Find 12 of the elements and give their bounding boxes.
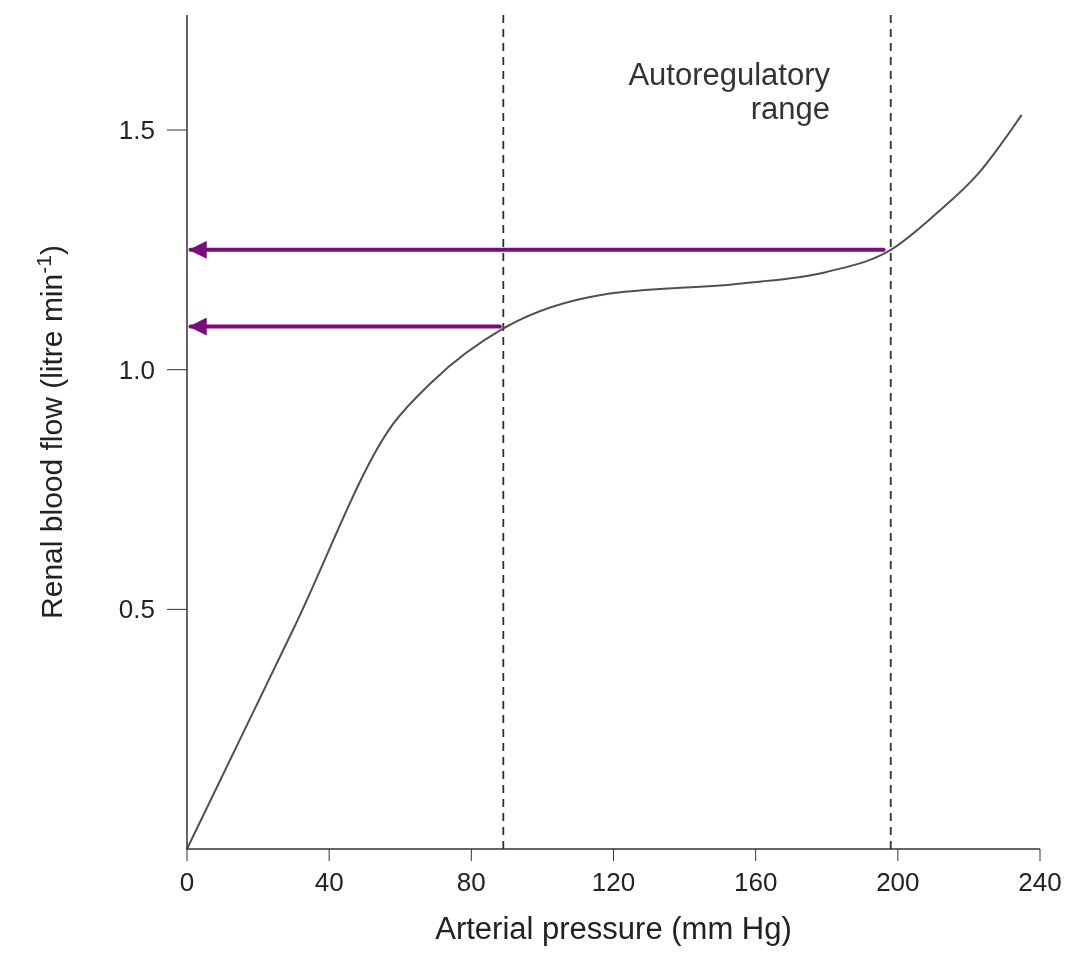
x-tick-label: 120 (591, 867, 636, 897)
x-tick-label: 240 (1018, 867, 1062, 897)
annotation: Autoregulatory range (628, 57, 831, 126)
x-tick-label: 160 (733, 867, 778, 897)
x-tick-label: 200 (876, 867, 920, 897)
x-axis-title: Arterial pressure (mm Hg) (435, 911, 792, 946)
x-tick-label: 40 (314, 867, 344, 897)
x-tick-label: 80 (456, 867, 486, 897)
y-tick-label: 1.0 (118, 354, 155, 385)
y-tick-label: 0.5 (118, 594, 155, 625)
x-tick-label: 0 (179, 867, 195, 897)
y-tick-label: 1.5 (118, 115, 155, 146)
